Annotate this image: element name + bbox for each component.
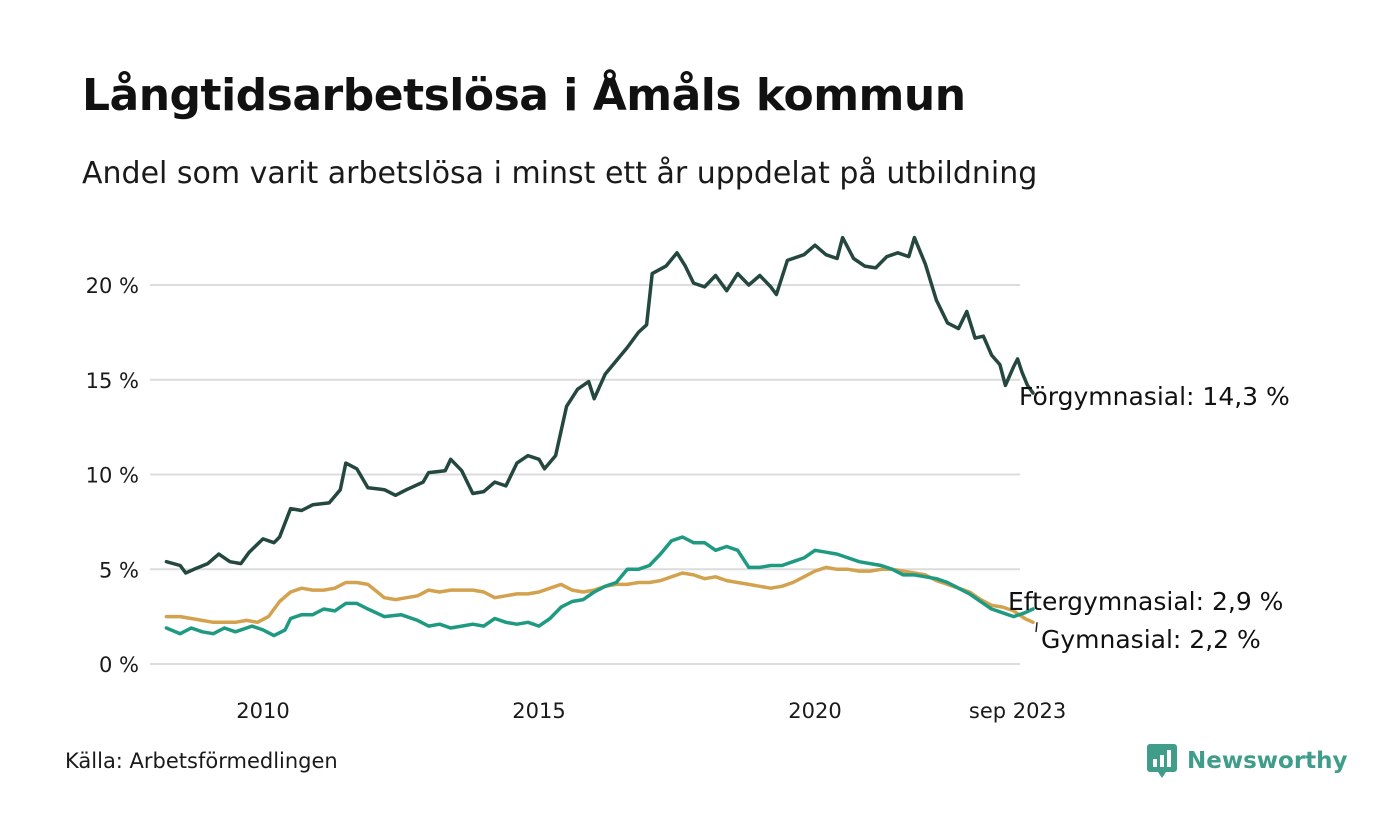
y-tick-label: 5 % [99,558,139,582]
gridlines [150,284,1020,665]
end-label-gymnasial: Gymnasial: 2,2 % [1041,625,1261,654]
newsworthy-logo[interactable]: Newsworthy [1147,744,1348,778]
chart-title: Långtidsarbetslösa i Åmåls kommun [82,70,966,121]
series-line-eftergymnasial [164,535,1035,638]
y-tick-label: 15 % [86,369,139,393]
x-axis: 2010 2015 2020 sep 2023 [236,699,1066,723]
y-axis: 0 % 5 % 10 % 15 % 20 % [86,274,139,677]
chart-subtitle: Andel som varit arbetslösa i minst ett å… [82,156,1038,191]
end-label-forgymnasial: Förgymnasial: 14,3 % [1019,382,1290,411]
end-label-eftergymnasial: Eftergymnasial: 2,9 % [1008,587,1283,616]
y-tick-label: 20 % [86,274,139,298]
y-tick-label: 0 % [99,653,139,677]
source-note: Källa: Arbetsförmedlingen [65,749,338,773]
series [164,235,1035,638]
newsworthy-logo-text: Newsworthy [1187,748,1348,774]
x-tick-label: 2015 [512,699,565,723]
y-tick-label: 10 % [86,464,139,488]
gymnasial-leader-line [1035,622,1038,633]
x-tick-label: 2010 [236,699,289,723]
newsworthy-logo-icon [1147,744,1177,778]
series-end-labels: Förgymnasial: 14,3 % Eftergymnasial: 2,9 … [1008,382,1290,654]
series-line-forgymnasial [164,235,1035,575]
x-tick-label: 2020 [788,699,841,723]
x-tick-label: sep 2023 [969,699,1066,723]
